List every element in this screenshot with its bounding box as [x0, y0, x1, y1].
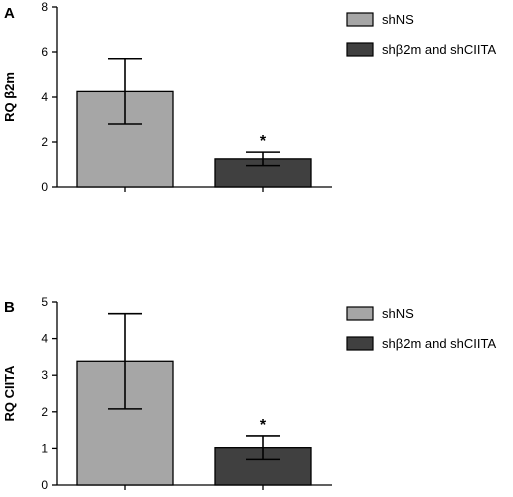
panel-a-significance-marker: * — [260, 133, 267, 150]
panel-b-y-tick-label: 4 — [41, 332, 48, 346]
panel-b-y-axis-title: RQ CIITA — [2, 365, 17, 422]
panel-b-y-tick-label: 2 — [41, 405, 48, 419]
panel-a-legend-label-1: shNS — [382, 12, 414, 27]
panel-b-legend-label-1: shNS — [382, 306, 414, 321]
panel-a-y-tick-label: 2 — [41, 135, 48, 149]
panel-b-legend-swatch-1 — [346, 306, 374, 321]
panel-a-legend-swatch-1 — [346, 12, 374, 27]
panel-a-legend-label-2: shβ2m and shCIITA — [382, 42, 496, 57]
panel-b-legend-label-2: shβ2m and shCIITA — [382, 336, 496, 351]
panel-a-label: A — [4, 5, 15, 22]
panel-b-y-tick-label: 5 — [41, 295, 48, 309]
panel-a-legend-swatch-2 — [346, 42, 374, 57]
panel-b-y-tick-label: 0 — [41, 478, 48, 492]
panel-b-label: B — [4, 299, 15, 316]
panel-a-y-tick-label: 6 — [41, 45, 48, 59]
panel-a-y-tick-label: 0 — [41, 180, 48, 194]
panel-b-y-tick-label: 1 — [41, 441, 48, 455]
panel-b-y-tick-label: 3 — [41, 368, 48, 382]
panel-a-y-tick-label: 8 — [41, 0, 48, 14]
panel-a-y-tick-label: 4 — [41, 90, 48, 104]
panel-a-y-axis-title: RQ β2m — [2, 72, 17, 122]
panel-b-significance-marker: * — [260, 417, 267, 434]
panel-b-legend-swatch-2 — [346, 336, 374, 351]
